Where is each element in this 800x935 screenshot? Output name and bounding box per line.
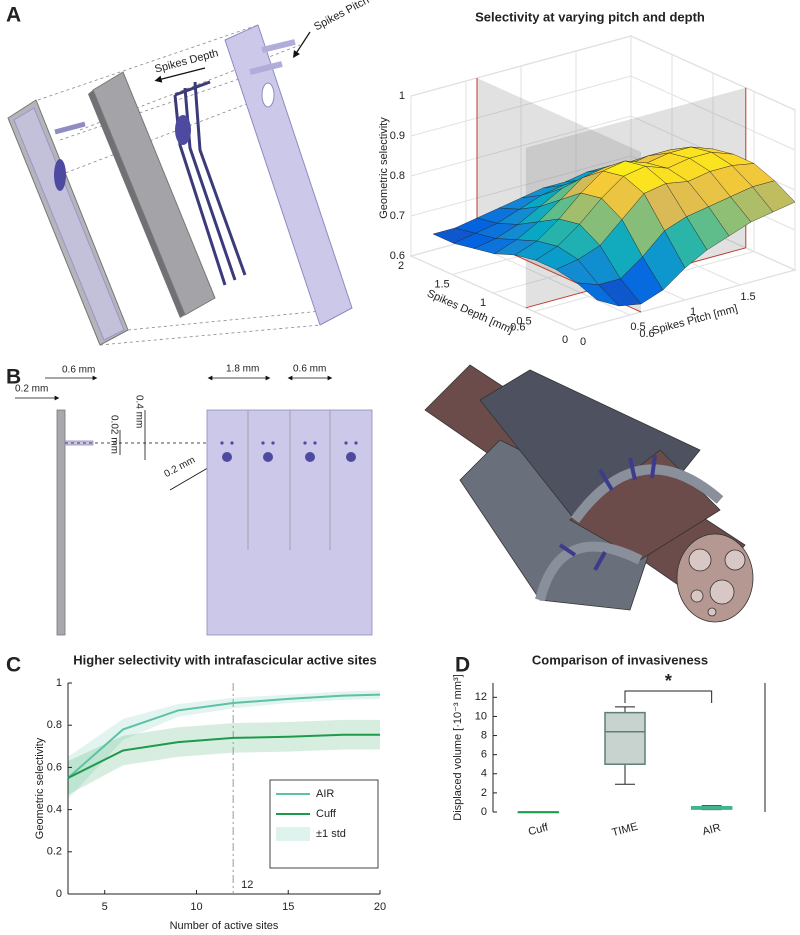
y-tick-label: 0 [481, 806, 487, 818]
x-tick-label: 1.5 [740, 291, 755, 303]
y-tick-label: 1 [56, 677, 62, 689]
cuff-ring [570, 464, 724, 523]
y-axis-label: Geometric selectivity [34, 737, 46, 839]
y-tick-label: 2 [481, 787, 487, 799]
y-tick-label: 1 [480, 297, 486, 309]
panel-label: A [6, 4, 21, 27]
x-tick-label: AIR [701, 822, 722, 838]
z-tick-label: 0.6 [390, 250, 405, 262]
surface-patch [575, 282, 620, 307]
chart-title: Selectivity at varying pitch and depth [475, 9, 705, 24]
legend-label: AIR [316, 788, 334, 800]
electrode-front [206, 409, 373, 636]
x-tick-label: 0 [580, 336, 586, 348]
z-axis-label: Geometric selectivity [378, 117, 390, 219]
z-tick-label: 0.8 [390, 170, 405, 182]
box [604, 711, 646, 765]
substrate-side [56, 409, 66, 636]
active-sites [220, 441, 358, 462]
legend-label: Cuff [316, 808, 337, 820]
grid-line [410, 75, 632, 137]
grid-line [574, 269, 796, 331]
fascicles [688, 548, 746, 617]
arrow [158, 31, 311, 80]
grid-line [410, 155, 632, 217]
x-tick-label: 10 [190, 901, 202, 913]
dimension-label: 0.6 mm [62, 365, 95, 376]
whisker [615, 706, 635, 713]
highlight-label: 0.6 [510, 322, 525, 334]
panel-label: D [455, 654, 470, 677]
y-tick-label: 0 [562, 334, 568, 346]
spike [54, 121, 86, 135]
significance-bracket [624, 690, 713, 703]
reference-label: 12 [241, 879, 253, 891]
significance-label: * [665, 671, 672, 691]
slab [92, 71, 216, 316]
y-tick-label: 0 [56, 888, 62, 900]
grid-line [410, 35, 632, 97]
y-tick-label: 6 [481, 749, 487, 761]
slab [224, 24, 353, 326]
y-tick-label: 4 [481, 768, 487, 780]
y-axis-label: Displaced volume [·10⁻³ mm³] [452, 674, 464, 820]
spikes [558, 454, 657, 571]
y-tick-label: 0.8 [47, 719, 62, 731]
panel-label: B [6, 366, 21, 389]
hole [261, 82, 275, 108]
slab-overlay [13, 107, 125, 341]
highlight-label: 0.6 [639, 328, 654, 340]
x-tick-label: 0.5 [630, 321, 645, 333]
y-tick-label: 10 [475, 710, 487, 722]
dimension-label: 0.2 mm [15, 384, 48, 395]
y-tick-label: 2 [398, 260, 404, 272]
panel-label: C [6, 654, 21, 677]
x-tick-label: 20 [374, 901, 386, 913]
grid-line [630, 35, 796, 111]
cuff-lower [459, 439, 661, 611]
z-tick-label: 0.9 [390, 130, 405, 142]
grid-line [630, 75, 796, 151]
chart-title: Comparison of invasiveness [532, 652, 708, 667]
dimension-label: 0.4 mm [133, 395, 144, 428]
x-tick-label: 15 [282, 901, 294, 913]
active-site [175, 115, 191, 145]
whisker [615, 764, 635, 785]
y-tick-label: 1.5 [434, 278, 449, 290]
slab-side [88, 90, 185, 318]
dimension-diagram [15, 375, 373, 636]
legend-label: ±1 std [316, 828, 346, 840]
dimension-label: 1.8 mm [226, 364, 259, 375]
x-axis-label: Number of active sites [170, 920, 279, 932]
electrode-wires [173, 80, 247, 286]
y-tick-label: 0.6 [47, 761, 62, 773]
line [67, 693, 381, 779]
active-site [54, 159, 66, 191]
y-tick-label: 0.4 [47, 804, 62, 816]
y-tick-label: 0.2 [47, 846, 62, 858]
z-tick-label: 1 [399, 90, 405, 102]
spike [261, 39, 296, 53]
y-tick-label: 8 [481, 729, 487, 741]
dimension-label: 0.02 mm [108, 415, 119, 454]
dimension-label: 0.6 mm [293, 364, 326, 375]
grid-line [410, 115, 632, 177]
x-tick-label: 5 [102, 901, 108, 913]
x-tick-label: 1 [690, 306, 696, 318]
std-band [68, 690, 380, 800]
legend-patch [276, 827, 310, 841]
z-tick-label: 0.7 [390, 210, 405, 222]
y-tick-label: 12 [475, 691, 487, 703]
chart-title: Higher selectivity with intrafascicular … [73, 652, 376, 667]
std-band [68, 719, 380, 795]
cuff-ring [535, 541, 643, 602]
nerve-render [424, 364, 754, 623]
y-tick-label: 0.5 [516, 315, 531, 327]
line [67, 733, 380, 779]
slits [247, 410, 331, 550]
x-tick-label: Cuff [527, 821, 550, 838]
